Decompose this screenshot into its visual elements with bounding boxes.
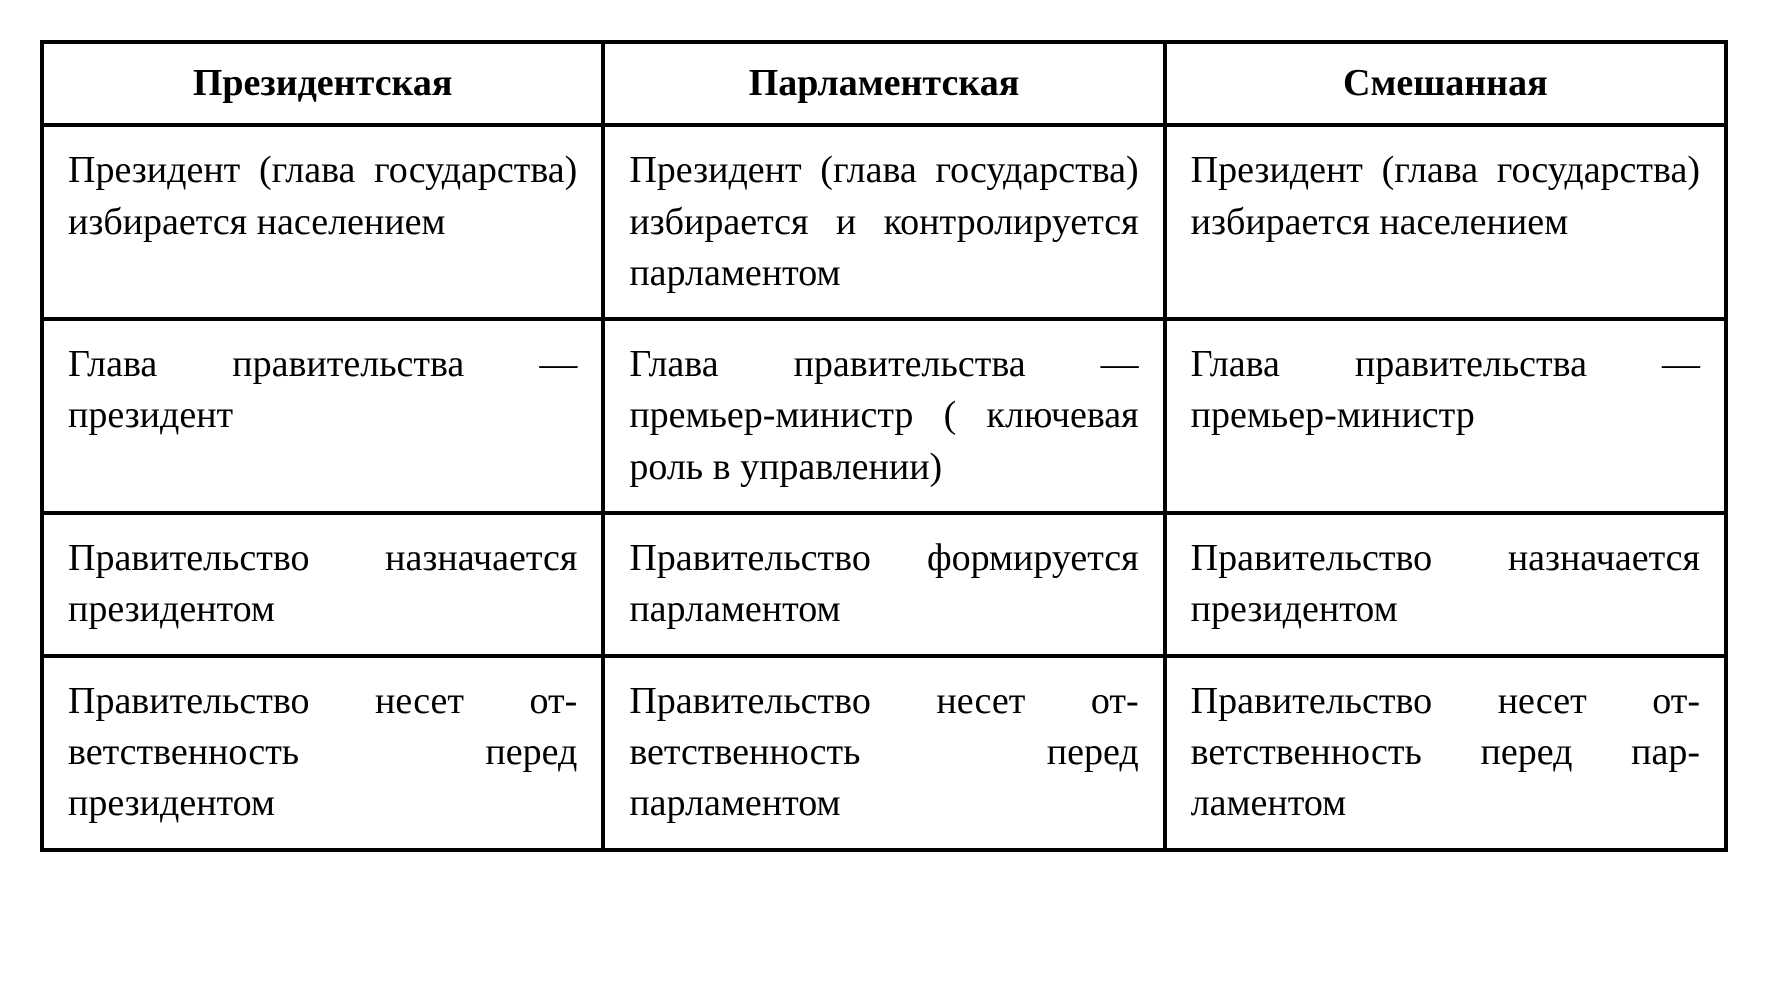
table-cell: Глава правительства — премьер-министр ( …	[603, 319, 1164, 513]
table-cell: Президент (глава госу­дарства) избираетс…	[603, 125, 1164, 319]
table-row: Правительство несет от­ветственность пер…	[42, 656, 1726, 850]
table-cell: Правительство назнача­ется президентом	[1165, 513, 1726, 656]
table-row: Правительство назнача­ется президентом П…	[42, 513, 1726, 656]
table-cell: Правительство форми­руется парламентом	[603, 513, 1164, 656]
table-header-row: Президентская Парламентская Смешанная	[42, 42, 1726, 125]
table-cell: Правительство несет от­ветственность пер…	[42, 656, 603, 850]
table-cell: Правительство несет от­ветственность пер…	[603, 656, 1164, 850]
column-header-parliamentary: Парламентская	[603, 42, 1164, 125]
table-row: Президент (глава госу­дарства) избираетс…	[42, 125, 1726, 319]
table-cell: Правительство несет от­ветственность пер…	[1165, 656, 1726, 850]
table-cell: Правительство назнача­ется президентом	[42, 513, 603, 656]
table-cell: Глава правительства — премьер-министр	[1165, 319, 1726, 513]
column-header-presidential: Президентская	[42, 42, 603, 125]
table-cell: Президент (глава госу­дарства) избираетс…	[1165, 125, 1726, 319]
table-cell: Президент (глава госу­дарства) избираетс…	[42, 125, 603, 319]
table-row: Глава правительства — президент Глава пр…	[42, 319, 1726, 513]
table-cell: Глава правительства — президент	[42, 319, 603, 513]
column-header-mixed: Смешанная	[1165, 42, 1726, 125]
republic-types-table: Президентская Парламентская Смешанная Пр…	[40, 40, 1728, 852]
